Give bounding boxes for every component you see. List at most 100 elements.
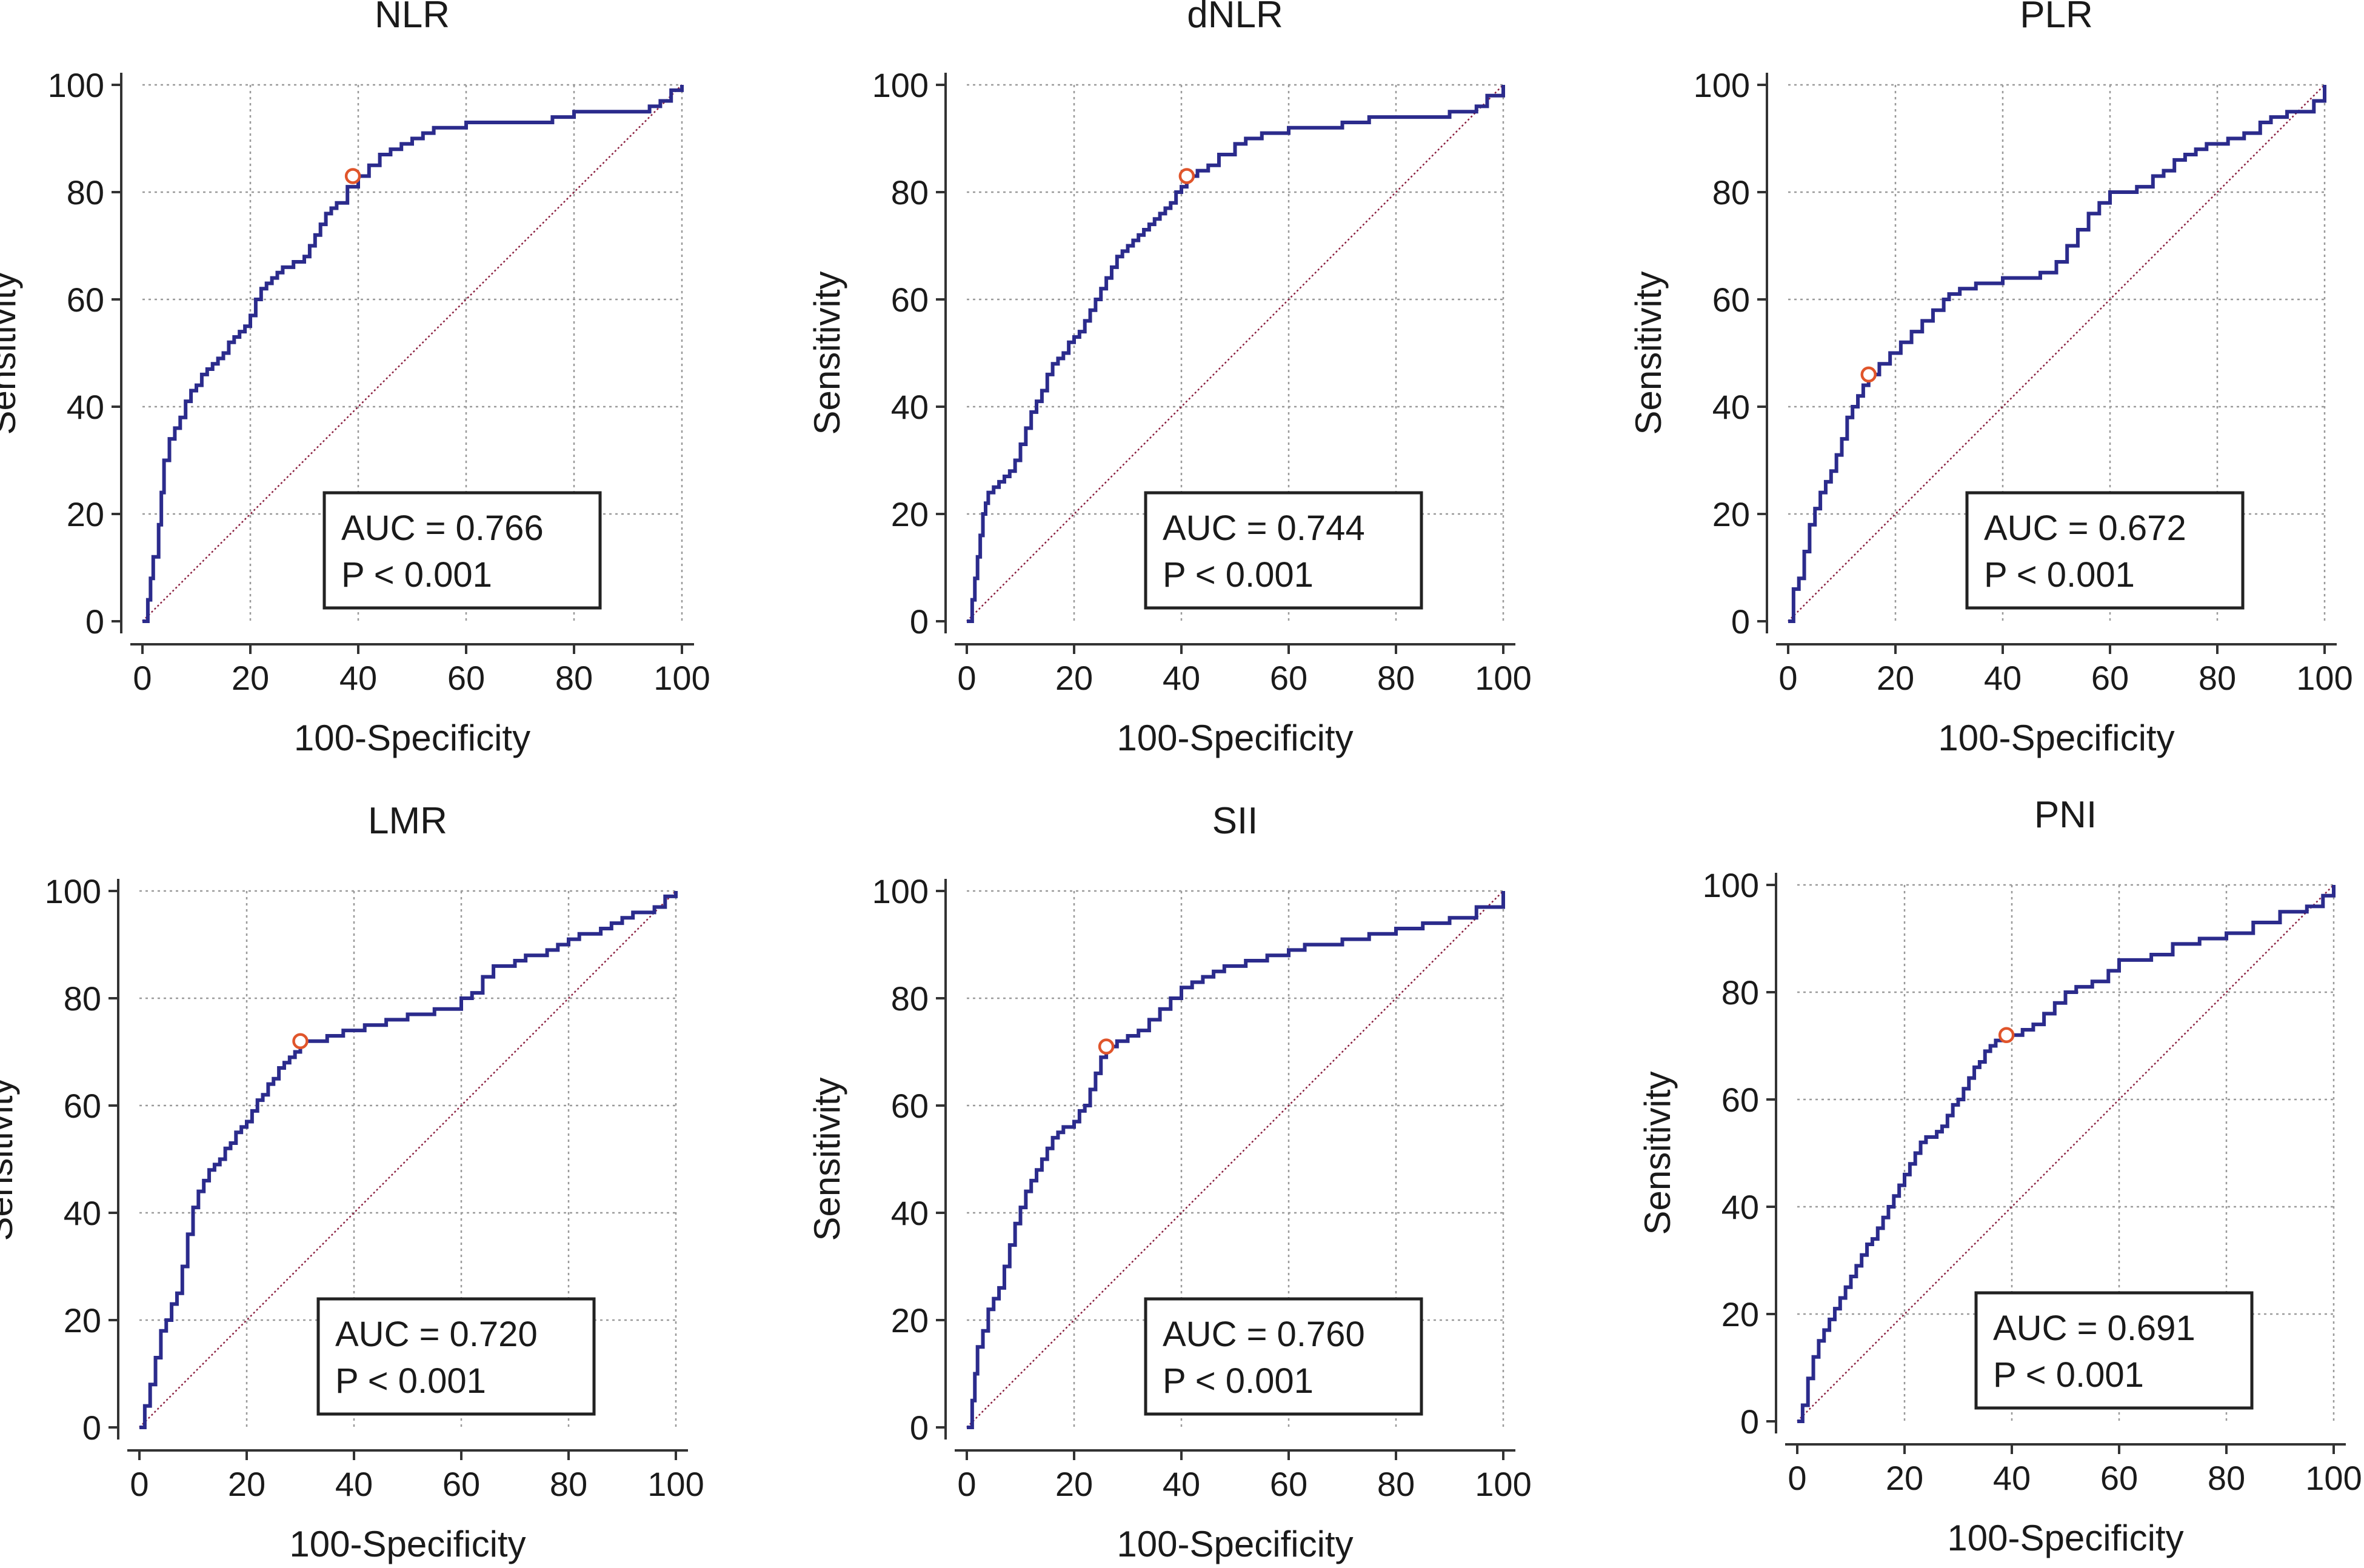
x-tick-label: 20 [1886,1459,1923,1497]
y-tick-label: 80 [64,979,101,1018]
x-tick-label: 40 [1984,659,2022,697]
y-axis-label: Sensitivity [807,271,847,435]
y-tick-label: 80 [67,173,104,212]
y-tick-label: 20 [1721,1295,1759,1333]
y-tick-label: 40 [67,388,104,426]
y-tick-label: 100 [1694,66,1750,104]
x-axis-label: 100-Specificity [1117,1524,1353,1564]
auc-box [316,1297,596,1416]
x-tick-label: 80 [2199,659,2236,697]
y-tick-label: 100 [48,66,104,104]
y-tick-label: 60 [1712,281,1750,319]
x-tick-label: 20 [1877,659,1914,697]
auc-value: AUC = 0.672 [1984,509,2186,548]
p-value: P < 0.001 [335,1361,486,1401]
x-tick-label: 80 [550,1465,587,1503]
y-axis-label: Sensitivity [1628,271,1669,435]
auc-value: AUC = 0.720 [335,1315,538,1354]
roc-panel-sii: SII 0 20 40 60 80 100 0 20 40 60 80 100 100-Specifici… [807,800,1532,1564]
roc-curve [142,85,684,623]
y-tick-label: 40 [891,1194,929,1232]
y-tick-label: 100 [1703,866,1759,904]
y-tick-label: 20 [64,1301,101,1339]
chart-title: PLR [2020,0,2093,36]
x-tick-label: 60 [2100,1459,2138,1497]
auc-box [1144,491,1423,610]
y-tick-label: 60 [1721,1081,1759,1119]
x-axis-label: 100-Specificity [294,718,530,758]
y-tick-label: 100 [45,872,101,910]
x-tick-label: 60 [1270,659,1307,697]
y-tick-label: 0 [85,602,104,641]
roc-panel-nlr: NLR 0 20 40 60 80 100 0 20 40 60 80 100 100-Specifici… [0,0,710,758]
x-tick-label: 40 [1163,659,1200,697]
x-tick-label: 80 [1377,1465,1415,1503]
y-tick-label: 0 [910,1409,929,1447]
roc-curve [967,85,1505,623]
y-tick-label: 0 [1740,1403,1759,1441]
y-tick-label: 100 [872,872,929,910]
chart-title: LMR [368,800,447,842]
x-tick-label: 100 [653,659,710,697]
x-tick-label: 80 [1377,659,1415,697]
x-tick-label: 0 [1778,659,1797,697]
y-tick-label: 0 [910,602,929,641]
roc-curve [1797,885,2336,1423]
y-axis-label: Sensitivity [0,1077,20,1241]
y-tick-label: 40 [1721,1188,1759,1226]
x-tick-label: 20 [1055,1465,1093,1503]
y-tick-label: 20 [67,495,104,533]
x-tick-label: 0 [957,659,976,697]
y-tick-label: 80 [1712,173,1750,212]
p-value: P < 0.001 [1993,1355,2144,1395]
y-axis-label: Sensitivity [807,1077,847,1241]
auc-value: AUC = 0.691 [1993,1309,2195,1348]
x-tick-label: 40 [1163,1465,1200,1503]
x-axis-label: 100-Specificity [1938,718,2174,758]
cutoff-point-marker [1178,168,1195,184]
x-tick-label: 20 [232,659,269,697]
y-axis-label: Sensitivity [1637,1071,1678,1235]
x-tick-label: 100 [2296,659,2352,697]
chart-title: dNLR [1187,0,1283,36]
x-tick-label: 60 [447,659,485,697]
y-tick-label: 60 [891,1087,929,1125]
y-axis-label: Sensitivity [0,271,23,435]
roc-panel-pni: PNI 0 20 40 60 80 100 0 20 40 60 80 100 100-Specifici… [1637,794,2362,1558]
roc-curve [967,891,1505,1429]
y-tick-label: 40 [64,1194,101,1232]
roc-panel-lmr: LMR 0 20 40 60 80 100 0 20 40 60 80 100 100-Specifici… [0,800,704,1564]
x-axis-label: 100-Specificity [289,1524,526,1564]
x-tick-label: 60 [1270,1465,1307,1503]
chart-title: SII [1212,800,1258,842]
y-tick-label: 60 [64,1087,101,1125]
x-axis-label: 100-Specificity [1947,1518,2183,1558]
cutoff-point-marker [292,1033,309,1050]
y-tick-label: 100 [872,66,929,104]
reference-diagonal [142,84,683,622]
chart-title: PNI [2034,794,2097,836]
y-tick-label: 80 [891,173,929,212]
reference-diagonal [1788,84,2325,622]
reference-diagonal [139,890,676,1428]
roc-panel-dnlr: dNLR 0 20 40 60 80 100 0 20 40 60 80 100 100-Specific… [807,0,1532,758]
auc-value: AUC = 0.760 [1163,1315,1365,1354]
p-value: P < 0.001 [1984,555,2135,595]
roc-curve [139,891,678,1429]
x-tick-label: 40 [335,1465,373,1503]
x-tick-label: 0 [1788,1459,1806,1497]
y-tick-label: 20 [891,495,929,533]
y-tick-label: 0 [1731,602,1750,641]
y-tick-label: 60 [67,281,104,319]
x-tick-label: 0 [130,1465,149,1503]
y-tick-label: 80 [891,979,929,1018]
chart-title: NLR [375,0,450,36]
x-tick-label: 80 [2208,1459,2245,1497]
roc-curve [1788,85,2326,623]
x-tick-label: 20 [228,1465,265,1503]
roc-panel-plr: PLR 0 20 40 60 80 100 0 20 40 60 80 100 100-Specifici… [1628,0,2353,758]
y-tick-label: 20 [1712,495,1750,533]
auc-box [1144,1297,1423,1416]
auc-value: AUC = 0.766 [341,509,544,548]
